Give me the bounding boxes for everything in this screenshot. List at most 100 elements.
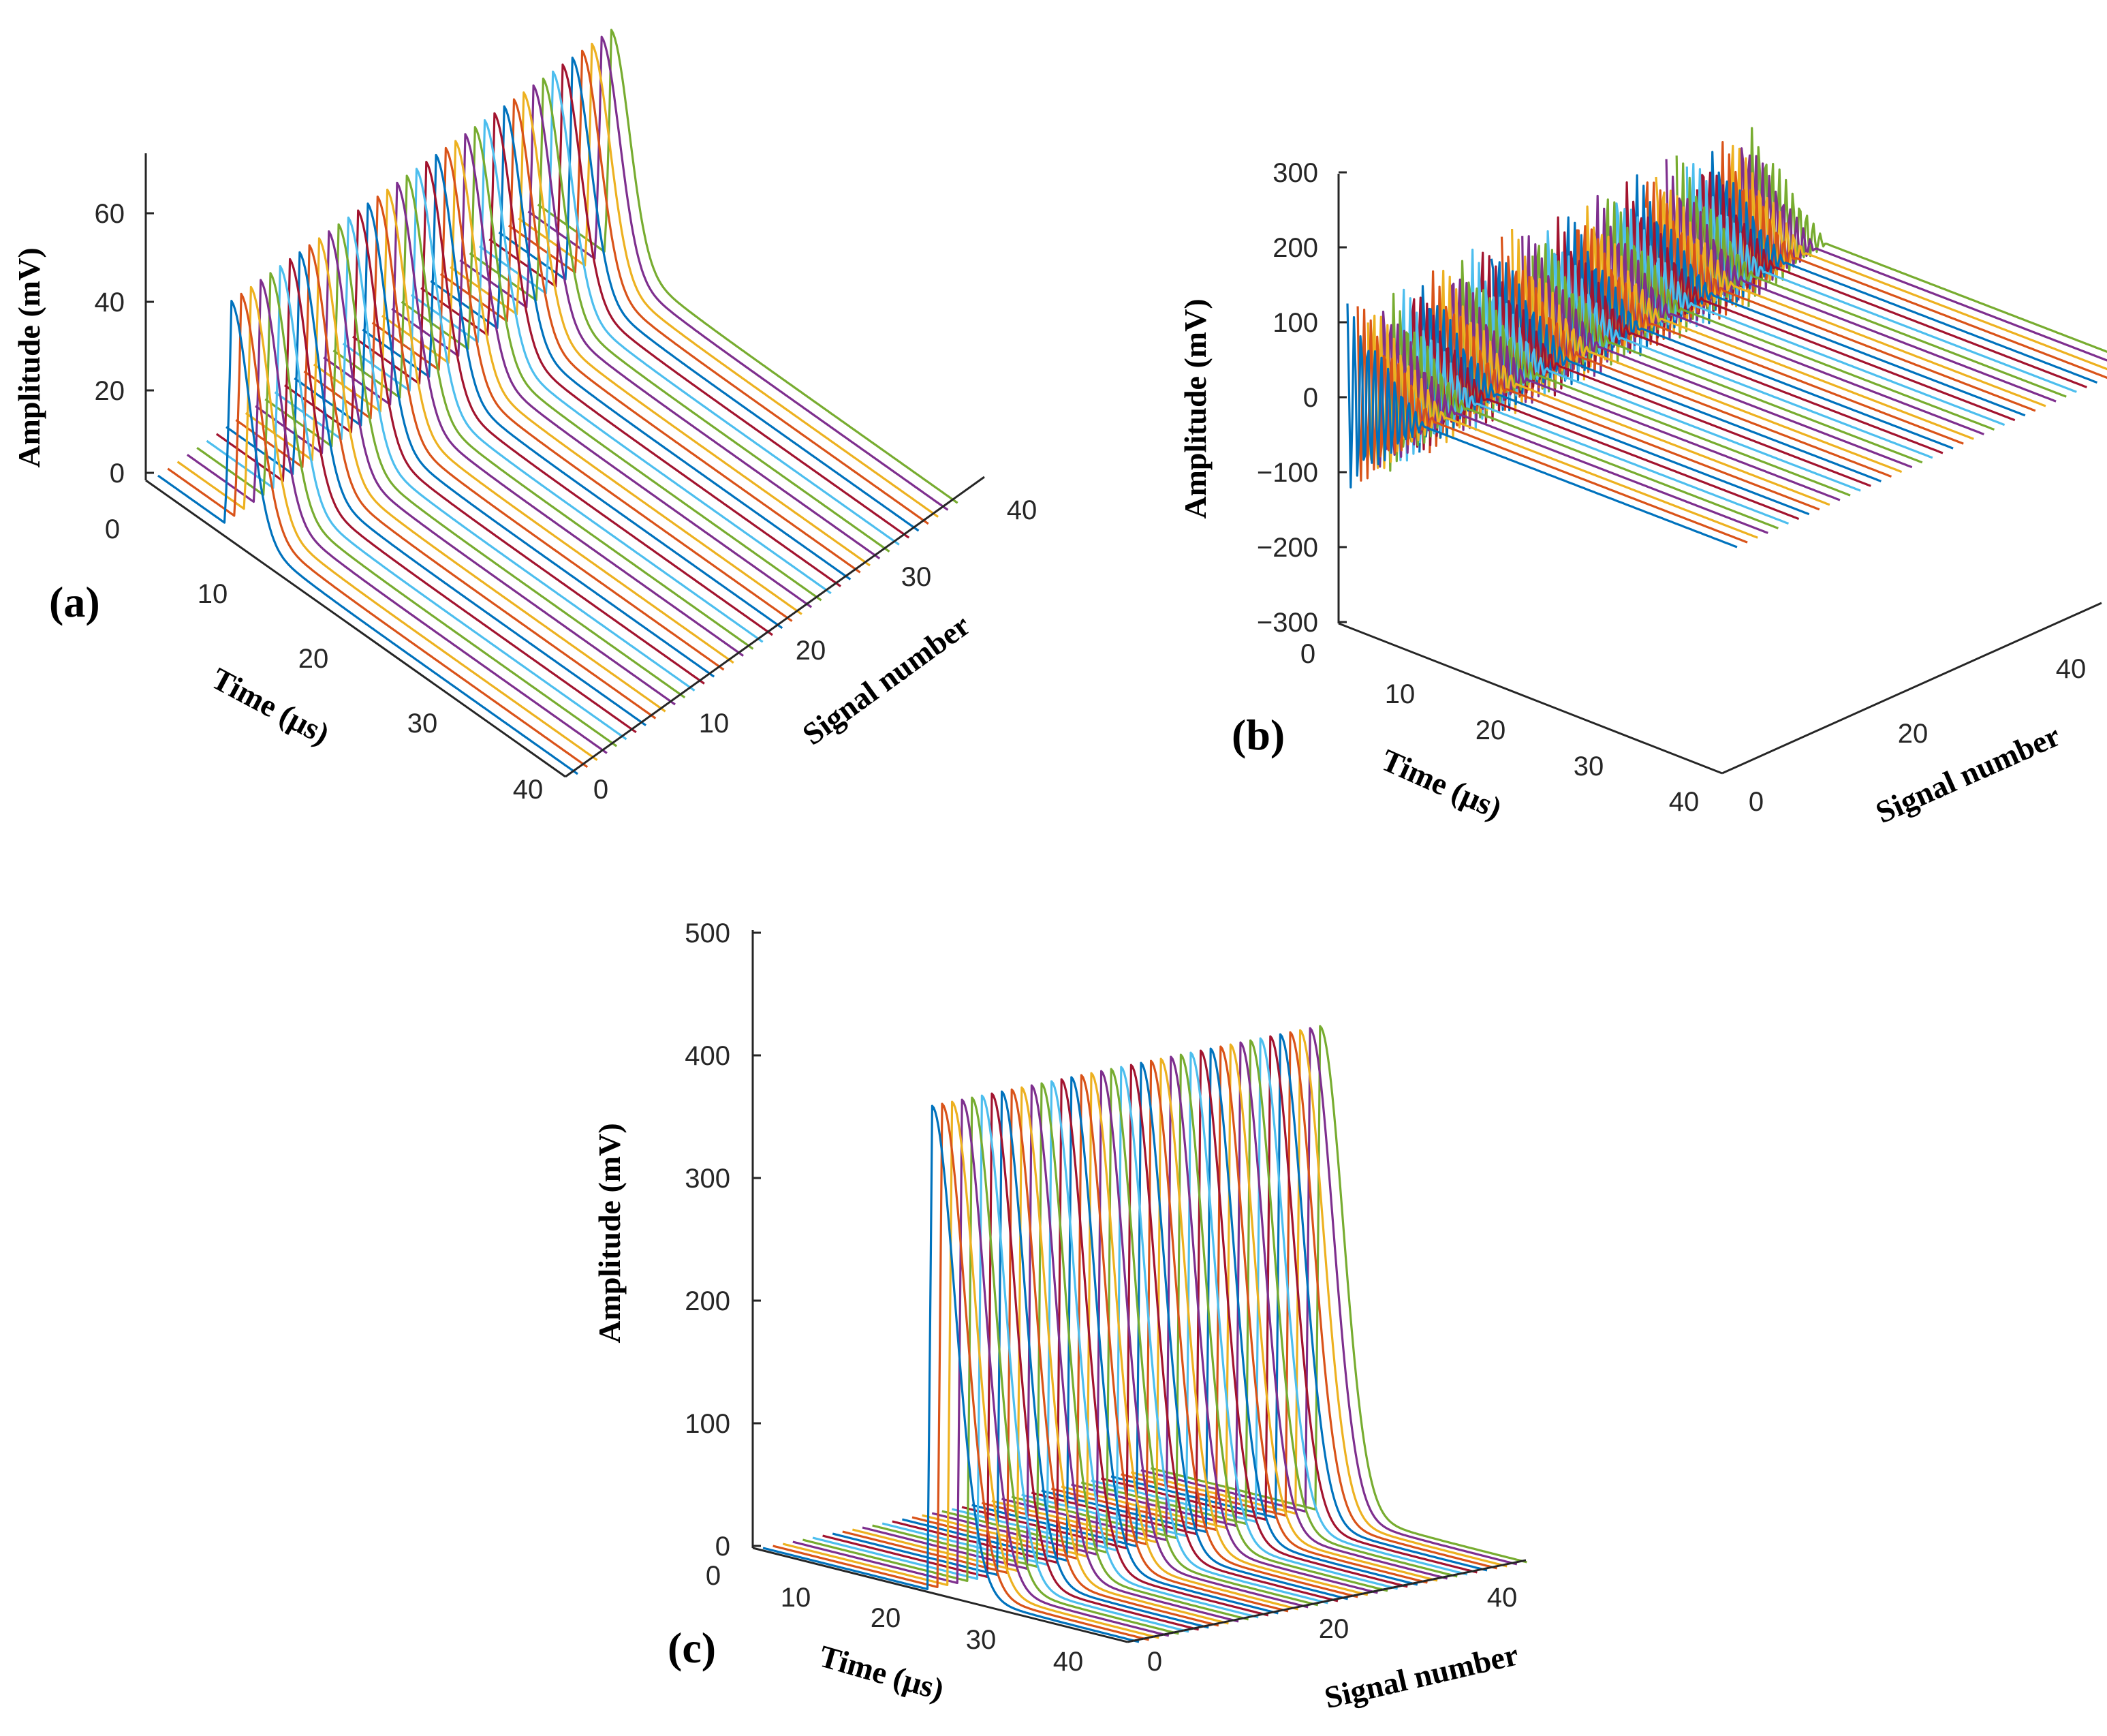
panel-b-trace-1 (1346, 303, 1738, 548)
panel-a-trace-11 (255, 230, 676, 706)
panel-b-trace-7 (1408, 296, 1800, 521)
panel-a-trace-26 (401, 126, 822, 602)
panel-c-trace-18 (931, 1070, 1309, 1609)
panel-b-trace-33 (1675, 155, 2067, 398)
panel-a-trace-2 (167, 292, 589, 769)
panel-b-y-tick-label: 0 (1749, 787, 1764, 817)
panel-b-trace-4 (1377, 310, 1768, 534)
panel-a-trace-24 (381, 140, 802, 615)
panel-c-trace-20 (951, 1066, 1328, 1605)
panel-a-trace-29 (430, 105, 852, 580)
panel-a-trace-33 (469, 77, 890, 553)
panel-c-trace-31 (1061, 1043, 1438, 1582)
panel-c-trace-12 (872, 1082, 1249, 1621)
panel-a-trace-8 (225, 251, 647, 726)
panel-a-y-ticks: 0 10 20 30 40 (593, 495, 1037, 805)
panel-a-trace-39 (527, 35, 949, 511)
panel-a-trace-9 (235, 244, 657, 719)
panel-b-traces (1346, 127, 2107, 548)
panel-a-trace-28 (420, 112, 842, 587)
panel-a-trace-27 (410, 119, 832, 595)
panel-b-trace-24 (1582, 205, 1974, 440)
panel-a-trace-21 (352, 161, 773, 636)
panel-c-trace-7 (822, 1092, 1200, 1631)
panel-b-trace-36 (1706, 151, 2098, 384)
panel-a-y-tick-label: 10 (699, 709, 730, 739)
panel-a-trace-35 (488, 63, 910, 539)
panel-b-trace-40 (1747, 127, 2107, 353)
panel-c-trace-1 (762, 1104, 1140, 1643)
panel-c-trace-19 (941, 1068, 1319, 1607)
panel-c-traces (762, 1025, 1527, 1643)
panel-c-trace-6 (812, 1094, 1189, 1633)
panel-b-trace-20 (1542, 230, 1933, 459)
panel-b-trace-9 (1429, 270, 1820, 511)
panel-b-x-tick-label: 0 (1300, 639, 1315, 669)
panel-a-z-tick-label: 20 (95, 376, 125, 406)
panel-b-y-axis (1721, 602, 2102, 775)
panel-c-z-tick-label: 0 (715, 1532, 730, 1562)
panel-c-z-tick-label: 200 (685, 1286, 730, 1316)
panel-c-trace-4 (792, 1098, 1170, 1637)
panel-b-z-tick-label: −200 (1257, 533, 1318, 563)
panel-b-trace-6 (1397, 288, 1790, 525)
panel-b-x-ticks: 0 10 20 30 40 (1300, 639, 1699, 817)
panel-a-y-axis-title: Signal number (796, 608, 977, 752)
panel-a-trace-22 (362, 153, 783, 630)
panel-a-y-tick-label: 40 (1007, 495, 1037, 525)
panel-b-z-tick-label: −300 (1257, 608, 1318, 638)
panel-c-trace-36 (1110, 1033, 1488, 1572)
panel-c-trace-38 (1130, 1029, 1508, 1568)
panel-a-trace-1 (157, 300, 578, 775)
panel-c-trace-13 (881, 1080, 1259, 1619)
panel-a-trace-23 (371, 146, 793, 622)
panel-b-trace-37 (1717, 141, 2107, 379)
panel-a-z-tick-label: 0 (110, 459, 125, 489)
panel-c-trace-40 (1150, 1025, 1527, 1564)
panel-c-trace-32 (1071, 1041, 1448, 1580)
panel-b-x-tick-label: 20 (1476, 715, 1506, 745)
panel-a-trace-17 (313, 188, 734, 664)
panel-a-trace-31 (450, 91, 871, 567)
panel-a-trace-40 (537, 29, 958, 504)
panel-c-trace-9 (842, 1088, 1219, 1627)
panel-c-x-axis-title: Time (μs) (815, 1639, 948, 1707)
panel-c-trace-29 (1041, 1047, 1418, 1586)
panel-b-x-axis (1338, 622, 1723, 775)
panel-a-x-axis (145, 479, 566, 778)
panel-c-x-tick-label: 30 (966, 1625, 997, 1655)
panel-a-x-tick-label: 10 (198, 579, 228, 609)
panel-a-y-tick-label: 20 (796, 636, 826, 666)
panel-c-y-tick-label: 20 (1319, 1614, 1349, 1644)
panel-a-trace-5 (196, 272, 618, 747)
panel-a-trace-6 (206, 265, 627, 741)
panel-b-z-tick-label: 300 (1273, 158, 1318, 188)
panel-c-trace-21 (961, 1064, 1339, 1602)
panel-a-y-tick-label: 0 (593, 775, 608, 805)
panel-a-y-axis (565, 476, 985, 778)
panel-c-trace-10 (852, 1086, 1229, 1625)
panel-c-trace-11 (862, 1084, 1239, 1623)
panel-b-trace-39 (1737, 147, 2107, 362)
panel-c-trace-30 (1050, 1045, 1428, 1584)
panel-b-x-axis-title: Time (μs) (1376, 742, 1507, 826)
panel-a-trace-30 (439, 98, 861, 574)
panel-b-chart: 300 200 100 0 −100 −200 −300 0 10 20 30 … (1178, 127, 2107, 830)
panel-c-trace-17 (922, 1072, 1299, 1611)
panel-a-trace-38 (518, 42, 939, 518)
panel-a-trace-4 (186, 279, 608, 754)
panel-a-trace-19 (332, 174, 754, 650)
panel-a-trace-14 (283, 209, 705, 685)
panel-a-chart: 0 20 40 60 0 10 20 30 40 0 10 20 30 40 A… (12, 29, 1037, 805)
panel-b-y-tick-label: 20 (1898, 719, 1929, 749)
panel-a-x-tick-label: 30 (407, 709, 438, 739)
panel-c-y-axis-title: Signal number (1321, 1637, 1521, 1715)
panel-b-trace-26 (1603, 198, 1995, 431)
panel-a-z-ticks: 0 20 40 60 (95, 199, 154, 489)
panel-a-trace-37 (508, 49, 929, 525)
panel-c-y-ticks: 0 20 40 (1147, 1583, 1517, 1677)
panel-c-z-axis-title: Amplitude (mV) (592, 1123, 627, 1343)
panel-b-trace-18 (1521, 235, 1913, 469)
panel-c-chart: 500 400 300 200 100 0 0 10 20 30 40 0 20… (592, 918, 1527, 1715)
